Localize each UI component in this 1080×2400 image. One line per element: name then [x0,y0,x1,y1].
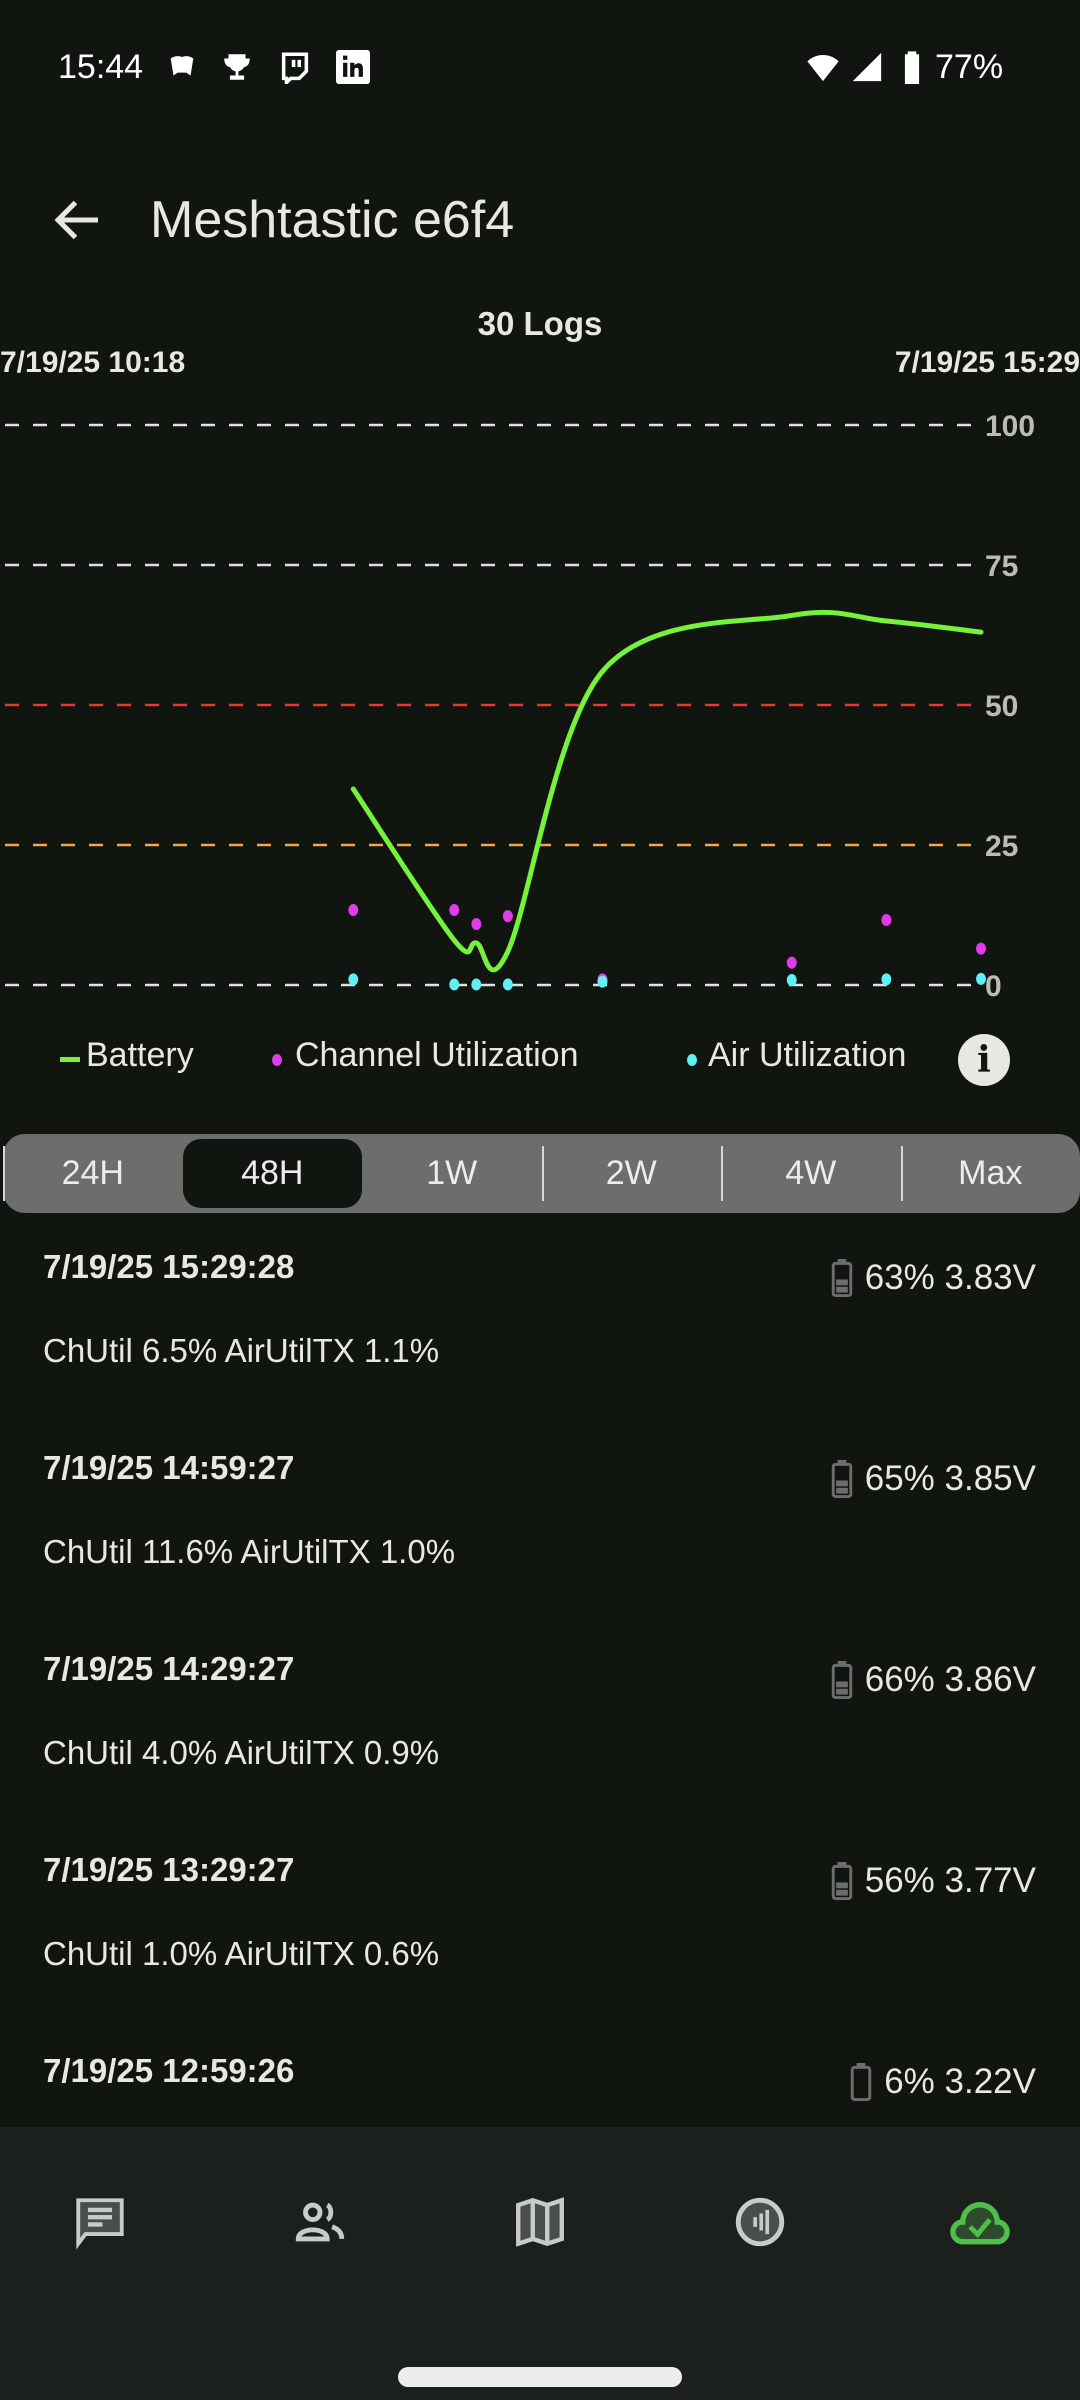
air-utilization-point [597,975,608,988]
battery-value: 6% 3.22V [884,2062,1036,2101]
tab-max[interactable]: Max [900,1134,1080,1213]
nav-messages[interactable] [55,2187,145,2257]
battery-value: 66% 3.86V [864,1660,1036,1699]
channel-utilization-point [348,903,359,916]
y-tick-label: 75 [985,550,1018,583]
log-timestamp: 7/19/25 15:29:28 [43,1248,295,1285]
device-metrics-chart[interactable]: 100 75 50 25 0 [0,400,1080,1020]
nodes-icon [295,2202,345,2242]
chart-title: 30 Logs [477,305,603,342]
x-end-label: 7/19/25 15:29 [894,346,1080,379]
y-tick-label: 25 [985,830,1018,863]
legend-battery: Battery [86,1036,194,1074]
twitch-icon [281,52,309,84]
tab-2w[interactable]: 2W [541,1134,722,1213]
battery-level-icon [831,1460,852,1498]
legend-air: Air Utilization [708,1036,907,1074]
channel-utilization-point [471,917,482,930]
map-icon [516,2197,564,2247]
log-timestamp: 7/19/25 14:59:27 [43,1449,295,1486]
tab-48h[interactable]: 48H [182,1139,362,1208]
connected-cloud-icon [950,2202,1010,2245]
log-battery: 56% 3.77V [831,1861,1036,1901]
battery-value: 56% 3.77V [864,1861,1036,1900]
log-utilization: ChUtil 1.0% AirUtilTX 0.6% [43,1935,440,1972]
x-start-label: 7/19/25 10:18 [0,346,186,379]
battery-value: 63% 3.83V [864,1258,1036,1297]
battery-level-icon [831,1661,852,1699]
legend-channel: Channel Utilization [295,1036,579,1074]
air-utilization-point [471,978,482,991]
air-utilization-point [976,972,986,985]
log-entry[interactable]: 7/19/25 13:29:27 56% 3.77V ChUtil 1.0% A… [0,1843,1080,2044]
nav-map[interactable] [495,2187,585,2257]
tab-4w[interactable]: 4W [721,1134,901,1213]
log-entry[interactable]: 7/19/25 15:29:28 63% 3.83V ChUtil 6.5% A… [0,1240,1080,1441]
air-utilization-point [881,973,892,986]
air-legend-swatch [687,1054,697,1066]
status-bar: 15:44 77% [0,0,1080,135]
signal-icon [852,52,882,82]
home-indicator[interactable] [398,2367,682,2387]
battery-icon [904,51,920,84]
y-tick-label: 50 [985,690,1018,723]
log-utilization: ChUtil 11.6% AirUtilTX 1.0% [43,1533,456,1570]
log-timestamp: 7/19/25 12:59:26 [43,2052,295,2089]
channel-utilization-point [449,903,460,916]
arrow-back-icon[interactable] [48,190,108,250]
channel-utilization-point [976,942,986,955]
log-battery: 6% 3.22V [850,2062,1036,2102]
log-battery: 66% 3.86V [831,1660,1036,1700]
log-entry[interactable]: 7/19/25 14:59:27 65% 3.85V ChUtil 11.6% … [0,1441,1080,1642]
log-timestamp: 7/19/25 14:29:27 [43,1650,295,1687]
log-utilization: ChUtil 4.0% AirUtilTX 0.9% [43,1734,440,1771]
linkedin-icon [336,50,370,84]
log-entry[interactable]: 7/19/25 14:29:27 66% 3.86V ChUtil 4.0% A… [0,1642,1080,1843]
battery-line [350,609,984,973]
log-timestamp: 7/19/25 13:29:27 [43,1851,295,1888]
log-utilization: ChUtil 6.5% AirUtilTX 1.1% [43,1332,440,1369]
info-icon[interactable]: i [958,1034,1010,1086]
nav-connection[interactable] [935,2187,1025,2257]
clock: 15:44 [58,48,144,86]
channels-icon [735,2197,785,2247]
nav-channels[interactable] [715,2187,805,2257]
tab-24h[interactable]: 24H [3,1134,183,1213]
channel-legend-swatch [272,1054,282,1066]
channel-utilization-point [786,956,797,969]
battery-value: 65% 3.85V [864,1459,1036,1498]
nav-nodes[interactable] [275,2187,365,2257]
y-tick-label: 100 [985,410,1035,443]
log-battery: 63% 3.83V [831,1258,1036,1298]
battery-legend-swatch [60,1057,80,1062]
trophy-icon [224,54,250,80]
channel-utilization-point [881,914,892,927]
battery-level-icon [850,2063,872,2101]
battery-percent: 77% [935,48,1004,86]
log-entry[interactable]: 7/19/25 12:59:26 6% 3.22V [0,2044,1080,2245]
page-title: Meshtastic e6f4 [150,191,515,249]
log-battery: 65% 3.85V [831,1459,1036,1499]
messages-icon [76,2198,124,2250]
bottom-nav [0,2127,1080,2400]
air-utilization-point [502,978,513,991]
channel-utilization-point [502,910,513,923]
discord-icon [170,56,194,76]
time-range-tabs: 24H 48H 1W 2W 4W Max [3,1134,1080,1213]
battery-level-icon [831,1259,852,1297]
wifi-icon [807,54,839,82]
y-tick-label: 0 [985,970,1002,1003]
tab-1w[interactable]: 1W [426,1154,478,1192]
air-utilization-point [348,973,359,986]
battery-level-icon [831,1862,852,1900]
air-utilization-point [449,978,460,991]
air-utilization-point [786,973,797,986]
